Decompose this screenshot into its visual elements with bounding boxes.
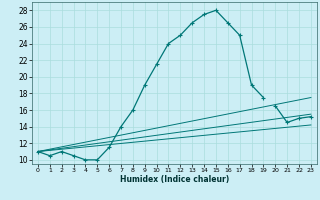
- X-axis label: Humidex (Indice chaleur): Humidex (Indice chaleur): [120, 175, 229, 184]
